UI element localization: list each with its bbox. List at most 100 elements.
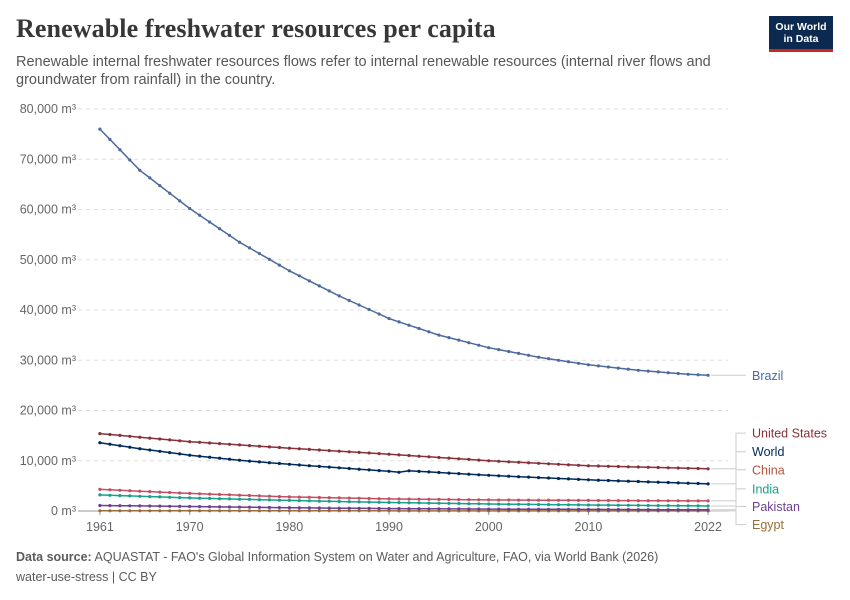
series-point (98, 503, 102, 508)
series-point (237, 458, 242, 462)
series-point (108, 137, 112, 141)
series-point (407, 323, 411, 327)
series-point (118, 148, 122, 152)
series-point (397, 470, 401, 474)
series-point (437, 507, 441, 511)
series-point (477, 458, 481, 462)
series-point (626, 507, 630, 512)
series-point (387, 316, 391, 321)
series-point (417, 326, 421, 331)
series-point (497, 459, 501, 463)
series-point (467, 502, 471, 506)
series-point (457, 498, 461, 502)
series-point (108, 493, 112, 497)
series-point (357, 509, 361, 513)
series-point (467, 498, 471, 502)
series-point (218, 227, 222, 231)
series-point (467, 507, 471, 511)
series-point (696, 373, 700, 377)
series-point (337, 466, 341, 470)
series-point (616, 499, 620, 503)
series-point (337, 496, 341, 500)
series-point (556, 503, 561, 507)
series-point (517, 351, 521, 355)
series-point (158, 509, 162, 513)
series-point (417, 509, 421, 513)
series-point (387, 500, 391, 505)
series-point (367, 509, 371, 513)
series-point (347, 298, 351, 303)
series-point (198, 454, 202, 458)
series-point (487, 507, 491, 511)
series-point (357, 303, 361, 307)
series-point (427, 330, 431, 334)
owid-logo[interactable]: Our World in Data (769, 16, 833, 52)
series-point (477, 343, 481, 347)
series-point (377, 452, 381, 456)
series-point (417, 454, 421, 458)
series-point (666, 371, 670, 375)
series-point (317, 509, 321, 513)
series-point (576, 507, 581, 511)
x-tick-label: 1980 (275, 520, 303, 534)
series-point (387, 507, 391, 511)
series-point (277, 506, 281, 510)
series-point (347, 450, 351, 454)
series-point (287, 506, 291, 510)
x-tick-label: 2010 (575, 520, 603, 534)
series-point (158, 437, 162, 441)
series-point (507, 460, 511, 464)
series-point (457, 472, 461, 476)
series-point (327, 506, 331, 510)
series-point (586, 507, 591, 511)
series-point (646, 499, 650, 503)
series-point (616, 503, 620, 507)
label-connector (711, 469, 746, 502)
series-point (148, 509, 152, 513)
series-point (277, 263, 281, 267)
series-point (337, 449, 341, 453)
series-point (596, 364, 601, 368)
chart-subtitle: Renewable internal freshwater resources … (16, 54, 711, 88)
x-tick-label: 1961 (86, 520, 114, 534)
series-point (168, 495, 172, 499)
series-point (347, 509, 351, 513)
series-point (517, 502, 521, 506)
series-point (218, 456, 222, 460)
series-point (277, 509, 281, 513)
series-point (198, 509, 202, 513)
series-point (696, 508, 700, 512)
series-point (497, 507, 501, 511)
series-point (198, 440, 202, 444)
series-point (247, 444, 252, 448)
series-point (517, 498, 521, 502)
series-point (357, 506, 361, 510)
series-point (706, 482, 710, 486)
series-point (706, 499, 710, 503)
series-point (218, 497, 222, 501)
series-point (287, 269, 291, 273)
series-point (98, 127, 102, 131)
series-point (377, 312, 381, 316)
series-point (307, 447, 311, 451)
series-point (636, 499, 640, 503)
series-point (477, 498, 481, 502)
series-point (208, 455, 212, 459)
series-point (706, 373, 710, 377)
source-text: AQUASTAT - FAO's Global Information Syst… (94, 550, 659, 564)
series-point (586, 498, 591, 502)
series-point (208, 220, 212, 224)
series-point (337, 506, 341, 510)
series-point (148, 490, 152, 494)
series-point (188, 453, 192, 457)
series-point (427, 455, 431, 459)
series-point (427, 497, 431, 501)
series-point (208, 492, 212, 496)
series-point (547, 476, 551, 480)
series-point (237, 443, 242, 447)
series-point (347, 506, 351, 510)
series-point (118, 504, 122, 508)
series-point (327, 449, 331, 453)
series-point (527, 507, 531, 511)
series-point (148, 504, 152, 508)
